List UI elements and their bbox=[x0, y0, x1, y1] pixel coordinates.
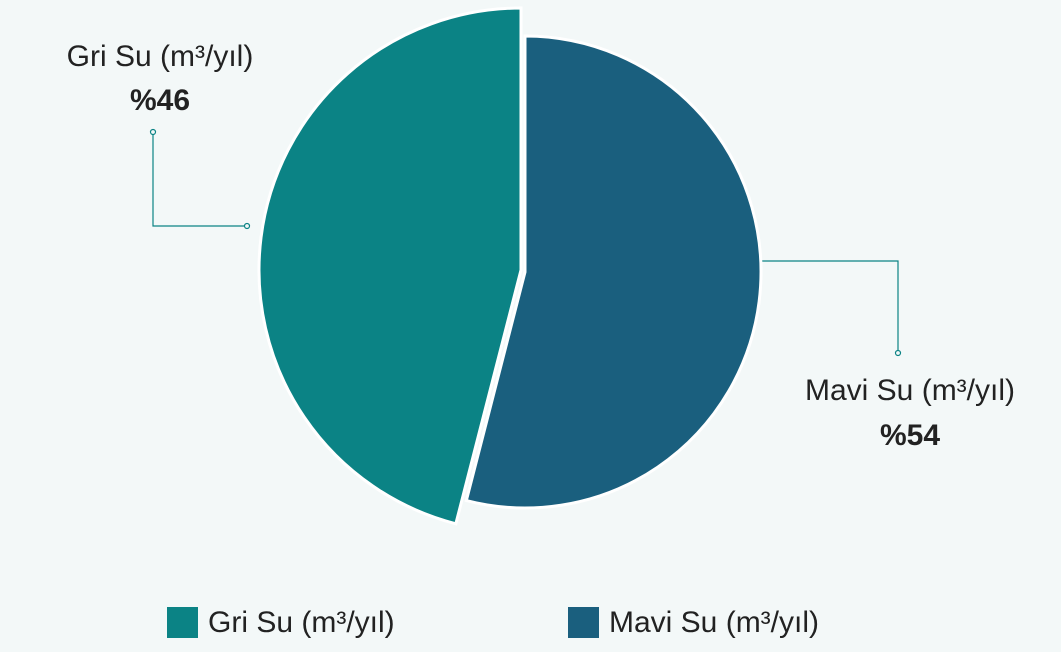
pie-slice bbox=[464, 34, 763, 510]
value-label: %46 bbox=[130, 84, 190, 117]
leader-dot bbox=[894, 349, 902, 357]
leader-line bbox=[152, 132, 247, 227]
legend-swatch bbox=[167, 607, 198, 638]
slice-label: Gri Su (m³/yıl) bbox=[67, 40, 254, 73]
pie-slice bbox=[257, 6, 523, 526]
slice-label: Mavi Su (m³/yıl) bbox=[805, 374, 1015, 407]
legend-label: Mavi Su (m³/yıl) bbox=[609, 606, 819, 639]
legend-label: Gri Su (m³/yıl) bbox=[208, 606, 395, 639]
value-label: %54 bbox=[880, 419, 940, 452]
leader-line bbox=[756, 260, 899, 353]
legend-swatch bbox=[568, 607, 599, 638]
leader-dot bbox=[243, 222, 251, 230]
leader-dot bbox=[149, 128, 157, 136]
